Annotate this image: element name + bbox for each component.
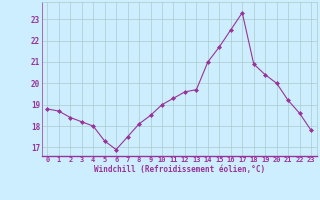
- X-axis label: Windchill (Refroidissement éolien,°C): Windchill (Refroidissement éolien,°C): [94, 165, 265, 174]
